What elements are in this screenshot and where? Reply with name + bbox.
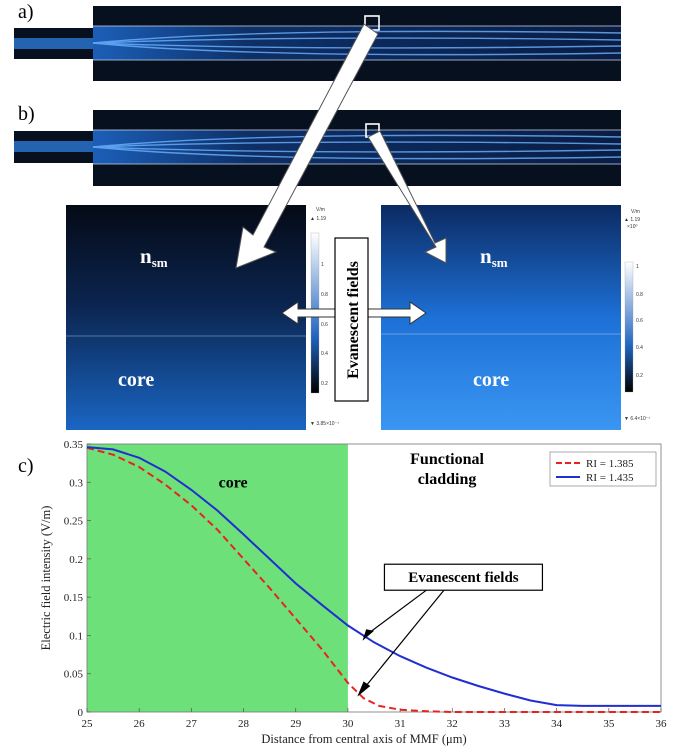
colorbar-right-unit: V/m — [631, 209, 640, 215]
legend-entry-2: RI = 1.435 — [586, 472, 634, 484]
colorbar-right: V/m ▲ 1.19 ×10⁰ 1 0.8 0.6 0.4 0.2 ▼ 6.4×… — [624, 209, 650, 422]
legend-entry-1: RI = 1.385 — [586, 458, 634, 470]
inset-right: nsm core — [381, 205, 621, 430]
y-tick-label: 0 — [78, 707, 84, 719]
colorbar-right-min: ▼ 6.4×10⁻⁷ — [624, 416, 650, 422]
x-tick-label: 27 — [186, 718, 198, 730]
y-axis-title: Electric field intensity (V/m) — [39, 506, 53, 651]
annotation-arrowhead — [362, 629, 374, 641]
panel-label-c: c) — [18, 455, 34, 477]
colorbar-right-tick: 0.2 — [636, 373, 643, 379]
fiber-simulation-b — [14, 110, 622, 186]
colorbar-right-max-exp: ×10⁰ — [627, 224, 638, 230]
x-tick-label: 30 — [342, 718, 354, 730]
colorbar-left-tick: 0.6 — [321, 322, 328, 328]
inset-left-region-core: core — [118, 369, 154, 391]
x-tick-label: 29 — [290, 718, 302, 730]
zoom-arrow-left — [235, 23, 379, 269]
colorbar-right-tick: 1 — [636, 264, 639, 270]
inset-left-region-nsm: nsm — [140, 244, 168, 270]
zoom-arrow-right — [367, 130, 447, 264]
y-tick-label: 0.05 — [64, 669, 84, 681]
inset-right-region-nsm: nsm — [480, 244, 508, 270]
fiber-simulation-a — [14, 6, 622, 81]
x-tick-label: 32 — [447, 718, 458, 730]
inset-left: nsm core — [66, 205, 306, 430]
x-tick-label: 33 — [499, 718, 511, 730]
annotation-box — [383, 563, 544, 591]
x-tick-label: 34 — [551, 718, 563, 730]
evanescent-label-box: Evanescent fields — [334, 237, 369, 402]
annotation-arrow — [363, 585, 432, 638]
annotation-arrowhead — [357, 681, 371, 697]
colorbar-left-min: ▼ 3.85×10⁻⁷ — [310, 421, 339, 427]
y-tick-label: 0.1 — [69, 630, 83, 642]
y-tick-label: 0.35 — [64, 439, 84, 451]
annotation-arrow — [360, 586, 448, 693]
cladding-label: cladding — [418, 471, 477, 488]
panel-label-a: a) — [18, 1, 34, 23]
colorbar-right-tick: 0.6 — [636, 318, 643, 324]
cladding-label: Functional — [410, 451, 484, 468]
x-tick-label: 36 — [656, 718, 668, 730]
plot-frame — [86, 443, 662, 713]
x-tick-label: 31 — [395, 718, 406, 730]
colorbar-left-max: ▲ 1.19 — [310, 216, 326, 222]
panel-label-b: b) — [18, 103, 35, 125]
x-tick-label: 25 — [82, 718, 94, 730]
colorbar-left-tick: 0.2 — [321, 381, 328, 387]
y-tick-label: 0.25 — [64, 516, 84, 528]
series-line-2 — [86, 446, 661, 707]
x-tick-label: 35 — [603, 718, 615, 730]
core-region — [87, 444, 348, 712]
colorbar-left-tick: 0.8 — [321, 292, 328, 298]
x-axis-title: Distance from central axis of MMF (μm) — [261, 732, 466, 746]
annotation-text: Evanescent fields — [408, 570, 519, 586]
inset-right-region-core: core — [473, 369, 509, 391]
colorbar-left-tick: 0.4 — [321, 351, 328, 357]
x-tick-label: 26 — [134, 718, 146, 730]
colorbar-right-max: ▲ 1.19 — [624, 217, 640, 223]
legend-box — [549, 451, 657, 487]
series-line-1 — [86, 446, 661, 713]
y-tick-label: 0.15 — [64, 592, 84, 604]
evanescent-label-text: Evanescent fields — [345, 261, 362, 379]
intensity-chart: 25 26 27 28 29 30 31 32 33 34 35 36 0 0.05 0.1 0.15 0.2 0… — [39, 439, 667, 746]
colorbar-right-tick: 0.8 — [636, 292, 643, 298]
core-label: core — [219, 475, 248, 492]
x-tick-label: 28 — [238, 718, 250, 730]
colorbar-left-unit: V/m — [316, 207, 325, 213]
colorbar-right-tick: 0.4 — [636, 345, 643, 351]
y-tick-label: 0.2 — [69, 554, 83, 566]
y-tick-label: 0.3 — [69, 477, 83, 489]
colorbar-left-tick: 1 — [321, 262, 324, 268]
